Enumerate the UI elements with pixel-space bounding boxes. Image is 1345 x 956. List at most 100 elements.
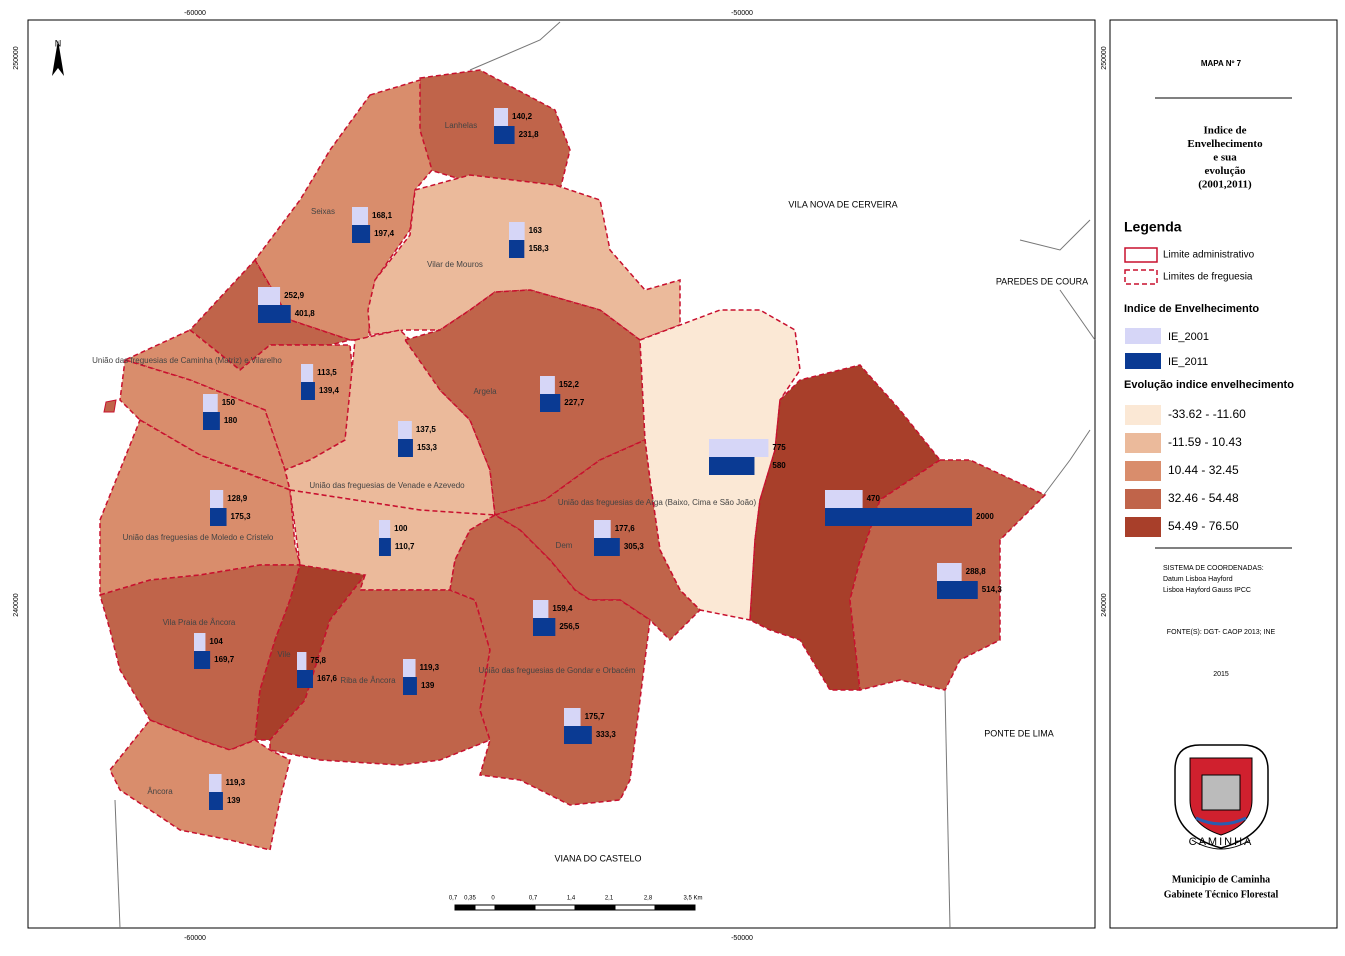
legend-item: 10.44 - 32.45: [1168, 463, 1239, 477]
value-label: 470: [867, 494, 881, 503]
value-label: 580: [772, 461, 786, 470]
legend-item: -33.62 - -11.60: [1168, 407, 1246, 421]
ie-bar: [594, 538, 620, 556]
ie-bar: [352, 207, 369, 225]
value-label: 514,3: [982, 585, 1003, 594]
scale-label: 1,4: [567, 896, 576, 902]
ie-bar: [398, 439, 413, 457]
ie-bar: [533, 600, 549, 618]
ie-bar: [494, 108, 509, 126]
parish-area: [254, 564, 367, 741]
ie-bar: [194, 633, 206, 651]
value-label: 163: [529, 226, 543, 235]
ie-bar: [352, 225, 371, 243]
ie-bar: [709, 439, 769, 457]
parish-area: [414, 69, 571, 191]
legend-swatch: [1125, 433, 1161, 453]
value-label: 231,8: [519, 130, 540, 139]
value-label: 110,7: [395, 542, 415, 551]
legend-swatch: [1125, 405, 1161, 425]
ie-bar: [509, 240, 525, 258]
panel-title: Envelhecimento: [1187, 138, 1263, 150]
scale-bar: [454, 904, 696, 911]
ie-bar: [540, 376, 555, 394]
ie-bar: [379, 520, 391, 538]
islet: [103, 399, 117, 413]
parish-label: União das freguesias de Arga (Baixo, Cim…: [558, 498, 757, 507]
ie-bar: [564, 726, 592, 744]
parish-label: Dem: [556, 541, 573, 550]
emblem-label: CAMINHA: [1189, 836, 1254, 848]
grid-label: 250000: [1101, 46, 1108, 69]
scale-label: 0,7: [449, 896, 458, 902]
value-label: 119,3: [226, 778, 246, 787]
grid-label: -50000: [731, 10, 753, 17]
value-label: 775: [772, 443, 786, 452]
scale-label: 0,35: [464, 896, 476, 902]
legend-item: IE_2011: [1168, 356, 1208, 368]
scale-label: 0: [491, 896, 495, 902]
parish-area: [403, 289, 646, 516]
ie-bar: [594, 520, 611, 538]
parish-label: Seixas: [311, 207, 335, 216]
value-label: 169,7: [214, 655, 235, 664]
value-label: 175,3: [231, 512, 252, 521]
value-label: 167,6: [317, 674, 338, 683]
value-label: 119,3: [420, 663, 440, 672]
scale-label: 2,1: [605, 896, 614, 902]
scale-label: 3,5 Km: [683, 896, 702, 902]
neighbour-label: VIANA DO CASTELO: [554, 853, 641, 863]
value-label: 153,3: [417, 443, 438, 452]
legend-item: IE_2001: [1168, 331, 1209, 343]
value-label: 197,4: [374, 229, 395, 238]
ie-bar: [564, 708, 581, 726]
ie-bar: [194, 651, 211, 669]
parish-label: Âncora: [147, 787, 173, 796]
parish-label: Vila Praia de Âncora: [163, 618, 236, 627]
value-label: 333,3: [596, 730, 617, 739]
grid-label: 250000: [13, 46, 20, 69]
legend-item: Limite administrativo: [1163, 250, 1255, 261]
value-label: 128,9: [227, 494, 248, 503]
ie-bar: [209, 792, 223, 810]
panel-title: Indice de: [1203, 125, 1246, 137]
ie-bar: [937, 563, 962, 581]
source: FONTE(S): DGT- CAOP 2013; INE: [1167, 629, 1276, 636]
coordinate-info: SISTEMA DE COORDENADAS:: [1163, 565, 1264, 572]
value-label: 288,8: [966, 567, 987, 576]
parish-area: [449, 514, 651, 806]
coordinate-info: Lisboa Hayford Gauss IPCC: [1163, 587, 1251, 594]
ie-bar: [210, 508, 227, 526]
legend-item: 32.46 - 54.48: [1168, 491, 1239, 505]
ie-bar: [203, 412, 220, 430]
footer: Gabinete Técnico Florestal: [1164, 889, 1279, 900]
legend-heading: Indice de Envelhecimento: [1124, 303, 1259, 315]
value-label: 305,3: [624, 542, 645, 551]
legend-swatch: [1125, 489, 1161, 509]
value-label: 180: [224, 416, 238, 425]
ie-bar: [533, 618, 556, 636]
parish-area: [109, 719, 291, 851]
ie-bar: [209, 774, 222, 792]
value-label: 252,9: [284, 291, 305, 300]
ie-bar: [301, 364, 314, 382]
parish-label: União das freguesias de Caminha (Matriz)…: [92, 356, 282, 365]
ie-bar: [937, 581, 978, 599]
value-label: 137,5: [416, 425, 437, 434]
parish-area: [254, 78, 433, 341]
year: 2015: [1213, 671, 1229, 678]
parish-label: União das freguesias de Moledo e Cristel…: [123, 533, 274, 542]
neighbour-label: PAREDES DE COURA: [996, 276, 1088, 286]
panel-title: evolução: [1205, 165, 1246, 177]
value-label: 175,7: [585, 712, 606, 721]
grid-label: -50000: [731, 935, 753, 942]
value-label: 104: [209, 637, 223, 646]
parish-label: União das freguesias de Venade e Azevedo: [309, 481, 465, 490]
value-label: 100: [394, 524, 408, 533]
value-label: 401,8: [295, 309, 316, 318]
ie-bar: [301, 382, 315, 400]
legend-admin-swatch: [1124, 247, 1158, 263]
ie-bar: [403, 677, 417, 695]
grid-label: -60000: [184, 10, 206, 17]
